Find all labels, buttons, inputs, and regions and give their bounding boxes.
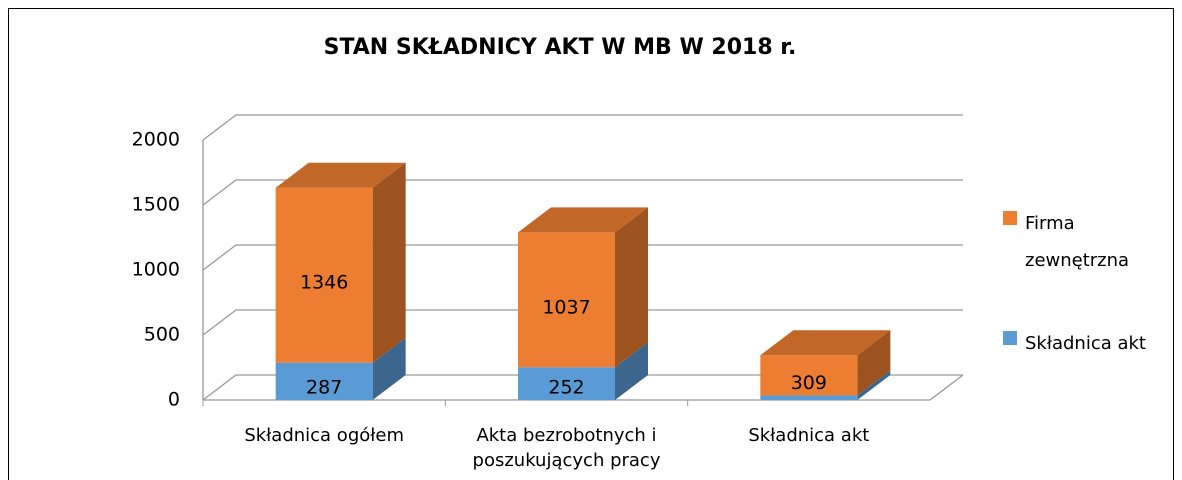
x-tick-label: Składnica akt: [748, 425, 870, 446]
bar-segment: [518, 342, 648, 400]
bar-front: [518, 232, 615, 368]
y-tick-label: 0: [168, 389, 180, 411]
x-tick-label: Akta bezrobotnych i poszukujących pracy: [472, 425, 661, 471]
y-tick-label: 2000: [132, 129, 180, 151]
legend-swatch: [1003, 331, 1017, 345]
floor-right: [929, 374, 964, 401]
x-tick-label: Składnica ogółem: [244, 425, 404, 446]
legend-swatch: [1003, 211, 1017, 225]
y-tick-label: 1000: [132, 259, 180, 281]
grid-line: [202, 374, 963, 401]
grid-line: [202, 179, 963, 206]
data-label: 287: [306, 377, 342, 399]
bar-segment: [760, 370, 891, 400]
grid-line: [202, 309, 963, 336]
bar-front: [760, 355, 858, 396]
grid-line: [202, 244, 963, 271]
bar-top: [518, 207, 648, 233]
data-label: 1346: [300, 272, 348, 294]
y-tick-label: 1500: [132, 194, 180, 216]
bar-top: [760, 330, 891, 356]
bar-side: [857, 330, 891, 396]
legend-label: Firma zewnętrzna: [1025, 213, 1130, 271]
bar-side: [372, 162, 406, 363]
bar-front: [760, 395, 858, 400]
data-label: 1037: [542, 296, 590, 318]
data-label: 252: [548, 377, 584, 399]
bar-side: [372, 337, 406, 400]
chart-title: STAN SKŁADNICY AKT W MB W 2018 r.: [324, 35, 797, 60]
bar-front: [518, 367, 615, 400]
chart-frame: [8, 8, 1174, 480]
bar-segment: [275, 162, 406, 363]
bar-front: [275, 187, 373, 363]
bar-side: [615, 207, 648, 368]
data-label: 309: [791, 372, 827, 394]
bar-segment: [518, 207, 648, 368]
bar-front: [275, 362, 373, 400]
y-tick-label: 500: [144, 324, 180, 346]
bar-side: [615, 342, 648, 400]
grid-line: [202, 114, 963, 141]
bar-top: [275, 162, 406, 188]
bar-segment: [275, 337, 406, 400]
legend-label: Składnica akt: [1025, 333, 1146, 354]
bar-segment: [760, 330, 891, 396]
bar-side: [857, 370, 891, 400]
